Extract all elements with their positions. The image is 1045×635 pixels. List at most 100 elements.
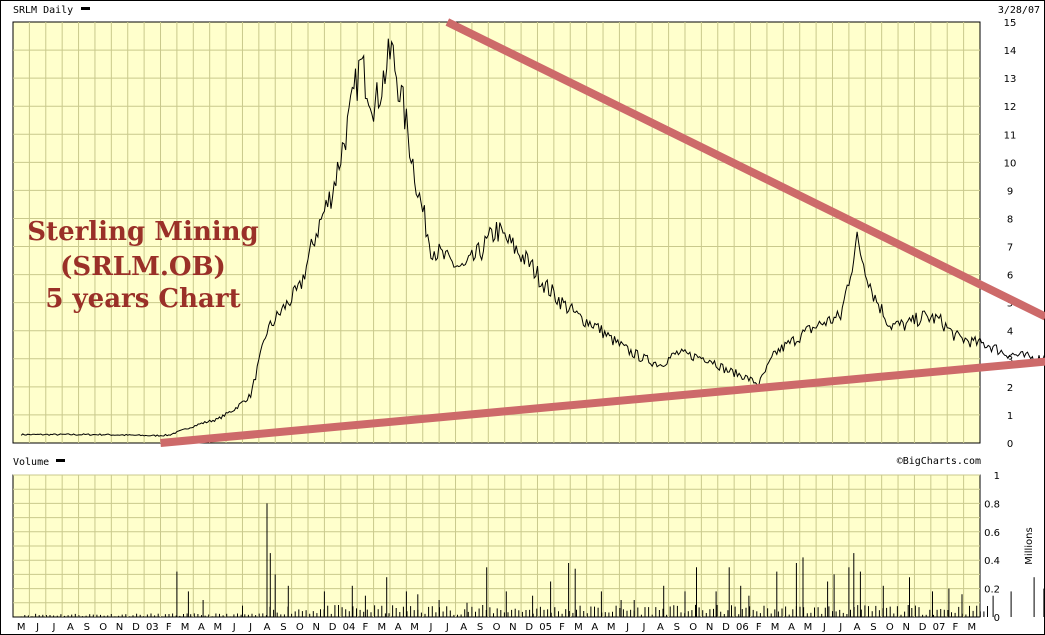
- price-y-tick-label: 3: [1007, 355, 1013, 366]
- x-tick-label: J: [232, 622, 236, 633]
- price-grid: [13, 22, 980, 443]
- price-y-tick-label: 10: [1004, 158, 1017, 169]
- volume-panel: 0 0.2 0.4 0.6 0.8 1 Millions: [12, 471, 1045, 624]
- x-tick-label: M: [804, 622, 813, 633]
- x-tick-label: J: [625, 622, 629, 633]
- volume-y-tick-label: 0.2: [984, 585, 1000, 596]
- x-tick-label: M: [17, 622, 26, 633]
- x-axis: M J J A S O N D 03 F M A M J J A S O N D 04 F M A M J J A S O N D 05 F M A M…: [17, 622, 976, 633]
- volume-y-tick-label: 1: [994, 471, 1000, 482]
- price-y-tick-label: 12: [1004, 102, 1017, 113]
- price-y-tick-label: 1: [1007, 411, 1013, 422]
- x-tick-label: 05: [539, 622, 552, 633]
- volume-label: Volume: [13, 457, 49, 468]
- volume-header: Volume ©BigCharts.com: [13, 456, 981, 468]
- x-tick-label: S: [477, 622, 483, 633]
- price-y-tick-label: 6: [1007, 271, 1013, 282]
- price-y-tick-label: 0: [1007, 439, 1013, 450]
- header-date: 3/28/07: [998, 5, 1040, 16]
- x-tick-label: J: [642, 622, 646, 633]
- x-tick-label: N: [903, 622, 910, 633]
- x-tick-label: S: [870, 622, 876, 633]
- x-tick-label: M: [771, 622, 780, 633]
- x-tick-label: M: [607, 622, 616, 633]
- x-tick-label: F: [756, 622, 762, 633]
- x-tick-label: N: [509, 622, 516, 633]
- x-tick-label: S: [84, 622, 90, 633]
- volume-y-axis-title: Millions: [1024, 527, 1035, 564]
- x-tick-label: F: [166, 622, 172, 633]
- x-tick-label: M: [377, 622, 386, 633]
- x-tick-label: J: [248, 622, 252, 633]
- volume-y-tick-label: 0.6: [984, 528, 1000, 539]
- x-tick-label: J: [428, 622, 432, 633]
- x-tick-label: 06: [736, 622, 749, 633]
- price-y-tick-label: 2: [1007, 383, 1013, 394]
- price-y-tick-label: 7: [1007, 243, 1013, 254]
- x-tick-label: A: [67, 622, 74, 633]
- volume-bars: [20, 503, 1045, 617]
- price-y-tick-label: 13: [1004, 74, 1017, 85]
- credit-text: ©BigCharts.com: [897, 456, 981, 467]
- x-tick-label: A: [591, 622, 598, 633]
- x-tick-label: D: [329, 622, 337, 633]
- x-tick-label: A: [198, 622, 205, 633]
- x-tick-label: 04: [343, 622, 356, 633]
- x-tick-label: N: [706, 622, 713, 633]
- x-tick-label: D: [919, 622, 927, 633]
- x-tick-label: D: [132, 622, 140, 633]
- x-tick-label: O: [296, 622, 304, 633]
- x-tick-label: 03: [146, 622, 159, 633]
- x-tick-label: S: [280, 622, 286, 633]
- lower-trendline: [160, 357, 1045, 447]
- x-tick-label: S: [674, 622, 680, 633]
- x-tick-label: J: [445, 622, 449, 633]
- volume-y-tick-label: 0: [994, 613, 1000, 624]
- x-tick-label: A: [460, 622, 467, 633]
- x-tick-label: J: [838, 622, 842, 633]
- x-tick-label: O: [886, 622, 894, 633]
- symbol-legend-swatch: [81, 7, 90, 10]
- chart-overlay-title: Sterling Mining (SRLM.OB) 5 years Chart: [27, 217, 258, 314]
- overlay-line-3: 5 years Chart: [45, 284, 240, 314]
- volume-y-tick-label: 0.4: [984, 556, 1000, 567]
- price-y-tick-label: 15: [1004, 18, 1017, 29]
- x-tick-label: A: [854, 622, 861, 633]
- x-tick-label: N: [312, 622, 319, 633]
- header: SRLM Daily 3/28/07: [13, 5, 1040, 16]
- price-y-tick-label: 4: [1007, 327, 1013, 338]
- x-tick-label: A: [264, 622, 271, 633]
- x-tick-label: A: [788, 622, 795, 633]
- upper-trendline: [445, 18, 1045, 321]
- x-tick-label: O: [689, 622, 697, 633]
- overlay-line-2: (SRLM.OB): [60, 252, 226, 282]
- x-tick-label: J: [822, 622, 826, 633]
- symbol-label: SRLM Daily: [13, 5, 73, 16]
- x-tick-label: M: [410, 622, 419, 633]
- x-tick-label: 07: [933, 622, 946, 633]
- x-tick-label: F: [559, 622, 565, 633]
- x-tick-label: M: [574, 622, 583, 633]
- x-tick-label: D: [722, 622, 730, 633]
- volume-legend-swatch: [56, 459, 65, 462]
- x-tick-label: N: [116, 622, 123, 633]
- price-panel-bg: [12, 21, 981, 444]
- price-y-tick-label: 9: [1007, 186, 1013, 197]
- x-tick-label: J: [51, 622, 55, 633]
- x-tick-label: A: [657, 622, 664, 633]
- x-tick-label: O: [493, 622, 501, 633]
- price-y-tick-label: 5: [1007, 299, 1013, 310]
- x-tick-label: F: [953, 622, 959, 633]
- x-tick-label: M: [214, 622, 223, 633]
- volume-y-tick-label: 0.8: [984, 499, 1000, 510]
- x-tick-label: J: [35, 622, 39, 633]
- x-tick-label: D: [525, 622, 533, 633]
- x-tick-label: O: [99, 622, 107, 633]
- price-series-line: [20, 38, 1045, 437]
- overlay-line-1: Sterling Mining: [27, 217, 258, 247]
- x-tick-label: A: [395, 622, 402, 633]
- x-tick-label: M: [967, 622, 976, 633]
